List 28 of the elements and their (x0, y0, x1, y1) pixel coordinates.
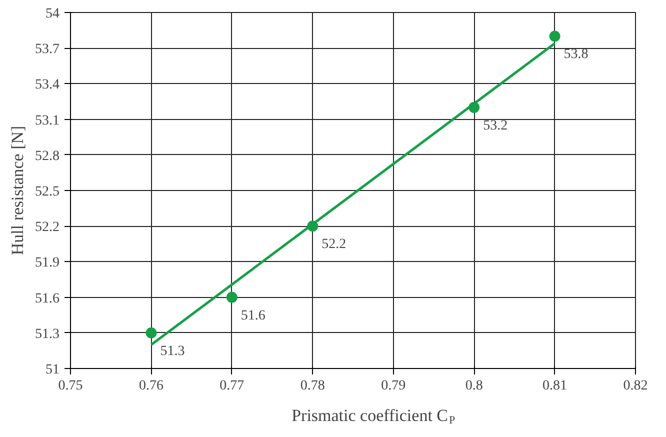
y-tick-label: 53.7 (35, 42, 60, 58)
y-tick-label: 51 (46, 362, 60, 378)
y-tick-label: 52.8 (35, 148, 60, 164)
x-tick-label: 0.78 (300, 378, 325, 394)
y-tick-label: 51.6 (35, 291, 60, 306)
x-tick-label: 0.76 (138, 378, 164, 394)
y-tick-label: 53.4 (35, 78, 60, 93)
y-tick-label: 51.9 (35, 256, 60, 271)
y-axis-title: Hull resistance [N] (8, 126, 27, 256)
y-tick-label: 52.2 (35, 220, 60, 236)
y-tick-label: 53.1 (35, 113, 60, 128)
data-label: 51.3 (160, 344, 185, 359)
data-label: 51.6 (240, 308, 266, 324)
x-tick-label: 0.82 (623, 378, 648, 394)
data-label: 53.8 (564, 47, 588, 62)
y-tick-label: 52.5 (35, 184, 60, 200)
data-label: 52.2 (322, 237, 346, 252)
y-tick-label: 51.3 (35, 326, 60, 342)
point (549, 30, 560, 42)
point (146, 327, 157, 338)
x-tick-label: 0.75 (58, 378, 83, 394)
point (226, 292, 238, 303)
x-tick-label: 0.81 (542, 378, 568, 394)
x-tick-label: 0.77 (220, 378, 244, 394)
data-label: 53.2 (483, 118, 508, 134)
x-tick-label: 0.8 (465, 378, 483, 394)
y-tick-label: 54 (46, 6, 60, 22)
x-tick-label: 0.79 (381, 378, 406, 394)
